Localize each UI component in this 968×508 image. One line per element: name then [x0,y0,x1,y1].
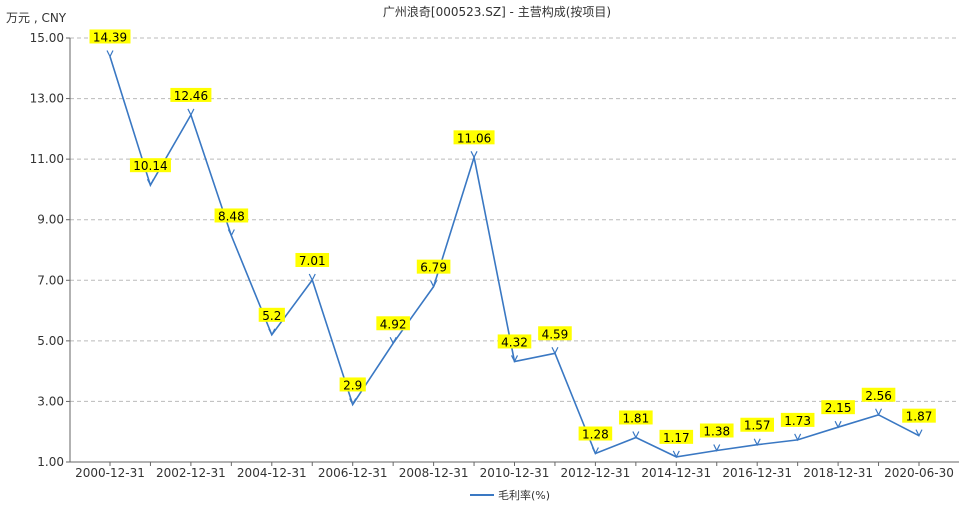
data-label-bg [453,130,495,145]
data-label: 6.79 [420,261,447,275]
x-tick-label: 2014-12-31 [641,466,711,480]
y-tick-label: 5.00 [37,334,64,348]
data-label-bg [699,423,734,438]
data-point[interactable] [187,108,195,117]
data-label-bg [416,259,451,274]
x-tick-label: 2020-06-30 [884,466,954,480]
data-point[interactable] [146,178,154,187]
data-point[interactable] [308,273,316,282]
y-tick-label: 1.00 [37,455,64,469]
data-label: 1.81 [622,411,649,425]
data-label: 1.73 [784,414,811,428]
data-label: 12.46 [174,89,208,103]
data-label: 4.32 [501,335,528,349]
data-label-bg [129,158,171,173]
x-tick-label: 2002-12-31 [156,466,226,480]
data-label: 10.14 [133,159,167,173]
data-label: 4.92 [380,317,407,331]
legend-label: 毛利率(%) [498,488,550,502]
data-point[interactable] [551,347,559,355]
data-label: 1.38 [703,424,730,438]
data-point[interactable] [227,229,235,237]
y-tick-label: 9.00 [37,213,64,227]
data-point[interactable] [834,420,842,429]
data-label-bg [619,410,653,425]
data-label: 2.56 [865,389,892,403]
data-point[interactable] [713,444,721,452]
y-tick-label: 15.00 [30,31,64,45]
x-tick-label: 2006-12-31 [318,466,388,480]
data-label: 8.48 [218,209,245,223]
data-label-bg [295,252,330,267]
data-point[interactable] [349,398,357,406]
data-label-bg [659,429,694,444]
data-label-bg [578,426,613,441]
data-point[interactable] [268,328,276,337]
data-label-bg [861,387,896,402]
data-label-bg [902,408,936,423]
data-label: 7.01 [299,254,326,268]
data-label-bg [89,29,131,44]
chart-title: 广州浪奇[000523.SZ] - 主营构成(按项目) [383,4,611,19]
y-tick-label: 11.00 [30,152,64,166]
data-label: 11.06 [457,131,491,145]
data-point[interactable] [389,337,397,345]
data-label-bg [214,208,249,223]
data-point[interactable] [753,438,761,447]
y-tick-label: 3.00 [37,394,64,408]
data-label: 2.9 [343,378,362,392]
x-tick-label: 2008-12-31 [399,466,469,480]
data-label-bg [497,334,532,349]
x-tick-label: 2018-12-31 [803,466,873,480]
data-label-bg [740,417,774,432]
data-label-layer: 14.39 10.14 12.46 8.48 5.2 7.01 2.9 4.92 6.79 11.… [89,29,936,445]
data-point[interactable] [875,408,883,417]
y-tick-label: 13.00 [30,92,64,106]
y-tick-label: 7.00 [37,273,64,287]
data-point[interactable] [591,447,599,455]
data-label-bg [538,326,572,341]
series-line [109,56,920,458]
series-layer [106,50,923,459]
data-label: 14.39 [93,30,127,44]
x-tick-label: 2004-12-31 [237,466,307,480]
x-tick-label: 2000-12-31 [75,466,145,480]
data-point[interactable] [430,280,438,288]
x-tick-label: 2016-12-31 [722,466,792,480]
data-point[interactable] [915,429,923,437]
data-label-bg [376,316,410,331]
axis-layer: 1.00 3.00 5.00 7.00 9.00 11.00 13.00 15.00 2000-… [30,31,959,480]
data-label: 5.2 [262,309,281,323]
data-label-bg [821,400,855,415]
data-label: 2.15 [825,401,852,415]
x-tick-label: 2012-12-31 [561,466,631,480]
data-point[interactable] [510,355,519,363]
data-label-bg [170,87,212,102]
data-point[interactable] [470,151,478,159]
data-label-bg [258,307,285,322]
data-point[interactable] [106,50,114,58]
data-label: 1.28 [582,428,609,442]
data-point[interactable] [632,431,640,439]
data-label: 1.87 [906,410,933,424]
unit-label: 万元 , CNY [6,11,67,25]
data-label-bg [339,377,366,392]
data-point[interactable] [794,433,802,442]
data-point[interactable] [672,450,680,459]
data-label: 4.59 [542,327,569,341]
x-tick-label: 2010-12-31 [480,466,550,480]
data-label: 1.57 [744,419,771,433]
data-label-bg [780,412,815,427]
data-label: 1.17 [663,431,690,445]
legend[interactable]: 毛利率(%) [470,488,550,502]
